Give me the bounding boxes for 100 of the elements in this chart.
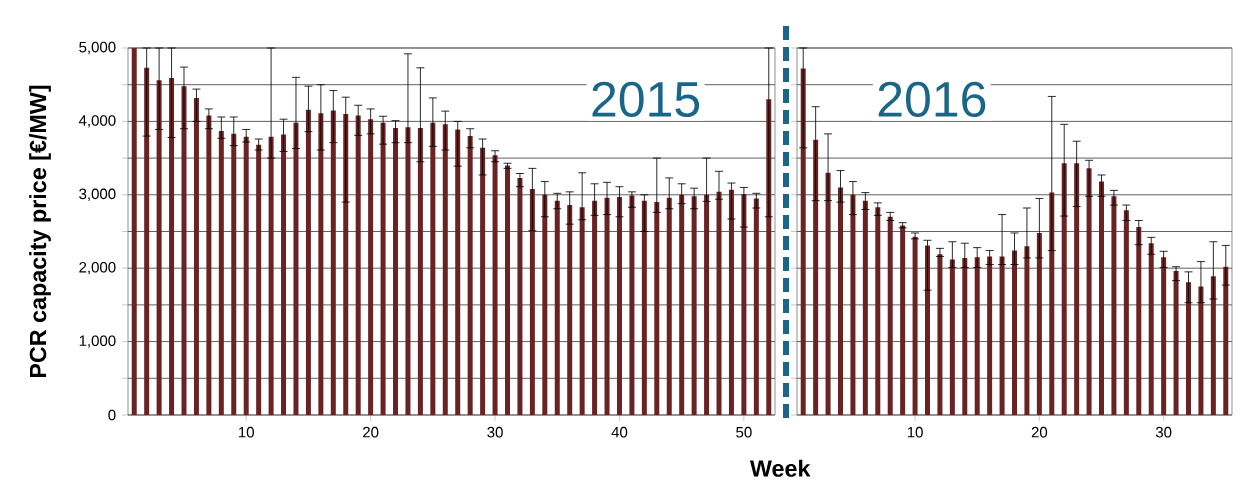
bar xyxy=(616,196,622,415)
bar xyxy=(629,195,635,415)
bar xyxy=(206,115,212,415)
bar xyxy=(256,144,262,415)
bar xyxy=(741,194,747,415)
text: 2015 xyxy=(592,81,700,118)
bar xyxy=(1036,232,1042,415)
bar xyxy=(293,122,299,415)
bar xyxy=(862,200,868,415)
bar xyxy=(716,191,722,415)
bar xyxy=(592,200,598,415)
x-tick-label: 40 xyxy=(611,426,628,438)
bar xyxy=(1012,250,1017,415)
bar xyxy=(1136,227,1142,415)
bar xyxy=(728,189,734,415)
bar xyxy=(131,47,137,415)
bar xyxy=(243,136,249,415)
bar xyxy=(181,86,187,415)
bar xyxy=(999,256,1005,415)
bar xyxy=(813,139,819,415)
bar xyxy=(305,109,311,415)
bar xyxy=(467,136,473,415)
bar xyxy=(825,172,831,415)
bar xyxy=(318,113,324,415)
y-tick-label: 2,000 xyxy=(79,261,116,275)
bar xyxy=(704,194,710,415)
x-tick-label: 10 xyxy=(907,426,923,438)
bar xyxy=(218,130,224,415)
bar xyxy=(604,197,610,415)
x-tick-label: 10 xyxy=(239,426,254,438)
bar xyxy=(1223,266,1229,415)
y-tick-label: 3,000 xyxy=(79,188,116,201)
bar xyxy=(517,177,523,415)
bar xyxy=(492,155,498,415)
bar xyxy=(691,196,697,415)
bar xyxy=(1148,243,1154,415)
x-tick-label: 20 xyxy=(1031,426,1048,438)
bar xyxy=(949,259,955,415)
bar xyxy=(679,194,685,415)
bar xyxy=(1074,163,1080,415)
bar xyxy=(1123,210,1129,415)
bar xyxy=(766,99,772,415)
bar xyxy=(987,256,993,415)
bar xyxy=(1049,192,1055,415)
bar xyxy=(542,194,548,415)
bar xyxy=(1024,246,1030,415)
bar xyxy=(417,127,423,415)
bar xyxy=(430,122,436,415)
bar xyxy=(455,129,461,415)
bar xyxy=(231,133,237,415)
bar xyxy=(1099,181,1104,415)
bar xyxy=(850,194,856,415)
bar xyxy=(925,245,930,415)
bar xyxy=(343,114,349,415)
bar xyxy=(355,115,361,415)
bar xyxy=(654,202,660,415)
bar xyxy=(753,198,759,415)
y-tick-label: 5,000 xyxy=(79,41,116,55)
bar xyxy=(579,207,585,415)
bar xyxy=(875,207,881,415)
bar xyxy=(156,80,162,415)
bar xyxy=(1173,271,1179,415)
bar xyxy=(368,119,374,415)
bar xyxy=(962,257,968,415)
bar xyxy=(838,187,844,415)
bar xyxy=(144,67,150,415)
x-tick-label: 30 xyxy=(1155,426,1172,438)
text: 2016 xyxy=(878,81,986,118)
bar xyxy=(912,236,918,415)
bar xyxy=(442,124,448,415)
bar xyxy=(1086,168,1092,415)
bar xyxy=(1186,282,1191,415)
y-axis-title: PCR capacity price [€/MW] xyxy=(29,85,51,378)
bar xyxy=(169,78,175,415)
x-axis-title: Week xyxy=(749,459,811,477)
bar xyxy=(1061,163,1067,415)
bar xyxy=(937,254,943,415)
x-tick-label: 20 xyxy=(363,426,379,438)
bar xyxy=(800,68,806,415)
bar xyxy=(193,97,199,415)
bar xyxy=(529,188,535,415)
bar xyxy=(567,205,573,415)
bar xyxy=(554,200,560,415)
bar xyxy=(281,134,287,415)
x-tick-label: 30 xyxy=(487,426,503,438)
bar xyxy=(1210,276,1216,415)
bar xyxy=(666,197,672,415)
bar xyxy=(887,216,893,415)
y-tick-label: 1,000 xyxy=(79,335,116,348)
y-tick-label: 4,000 xyxy=(78,115,116,128)
y-tick-label: 0 xyxy=(108,409,116,421)
bar xyxy=(1111,196,1117,415)
bar xyxy=(380,122,386,415)
bar xyxy=(480,147,486,415)
bar xyxy=(1161,257,1167,415)
bar xyxy=(504,165,510,415)
bar xyxy=(405,127,411,415)
bar xyxy=(641,200,647,415)
bar xyxy=(268,136,274,415)
bar xyxy=(393,127,399,415)
